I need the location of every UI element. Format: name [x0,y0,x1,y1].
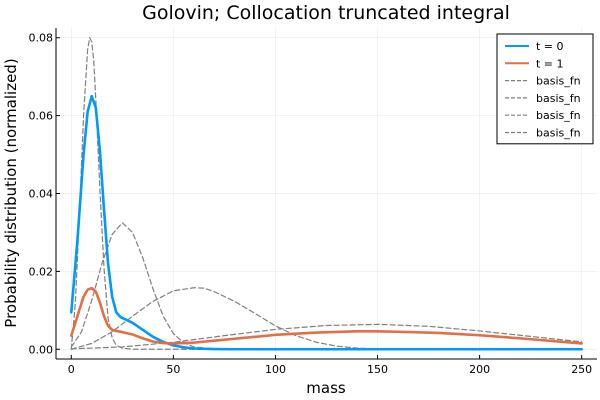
x-tick-label: 250 [571,363,592,376]
series-layer [70,37,583,351]
legend-label: t = 1 [536,57,564,70]
x-tick-label: 150 [367,363,388,376]
legend-box [496,33,594,145]
series-line-basis-fn-4 [70,287,583,350]
x-tick-label: 100 [265,363,286,376]
x-tick-label: 0 [68,363,75,376]
y-tick-label: 0.02 [29,265,54,278]
legend-label: basis_fn [536,75,581,88]
legend: t = 0 t = 1 basis_fn basis_fn basis_fn basis_… [496,33,594,145]
y-axis-title: Probability distribution (normalized) [2,58,20,327]
y-tick-label: 0.08 [29,32,54,45]
x-tick-label: 200 [469,363,490,376]
x-tick-label: 50 [166,363,180,376]
axes: 0 50 100 150 200 250 0.00 0.02 0.04 0.06 0.08 [29,28,597,376]
series-line-basis-fn-5 [70,323,583,350]
series-line-basis-fn-3 [70,222,583,350]
legend-label: t = 0 [536,40,564,53]
series-line-t-0 [70,94,583,351]
legend-label: basis_fn [536,109,581,122]
y-tick-label: 0.00 [29,343,54,356]
y-tick-label: 0.06 [29,110,54,123]
y-tick-label: 0.04 [29,188,54,201]
legend-label: basis_fn [536,92,581,105]
x-axis-title: mass [306,379,346,397]
chart-title: Golovin; Collocation truncated integral [142,2,510,24]
series-line-t-1 [70,286,583,345]
legend-label: basis_fn [536,127,581,140]
series-line-basis-fn-2 [70,37,583,350]
